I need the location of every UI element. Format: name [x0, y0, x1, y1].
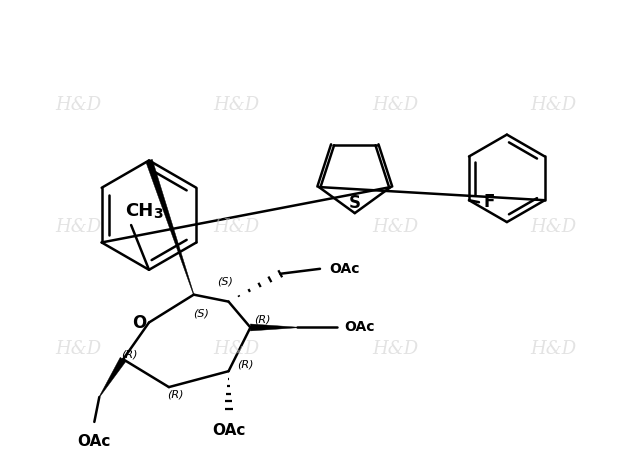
- Text: H&D: H&D: [531, 340, 577, 358]
- Text: (R): (R): [168, 389, 184, 399]
- Text: (R): (R): [237, 359, 254, 369]
- Text: (R): (R): [121, 349, 137, 359]
- Text: H&D: H&D: [372, 218, 418, 236]
- Text: (R): (R): [254, 314, 271, 325]
- Text: OAc: OAc: [345, 320, 375, 335]
- Text: H&D: H&D: [531, 96, 577, 114]
- Text: S: S: [349, 194, 360, 212]
- Text: 3: 3: [153, 207, 163, 221]
- Text: H&D: H&D: [55, 218, 101, 236]
- Text: H&D: H&D: [372, 340, 418, 358]
- Text: H&D: H&D: [372, 96, 418, 114]
- Text: F: F: [483, 193, 494, 211]
- Text: OAc: OAc: [330, 262, 360, 276]
- Text: O: O: [132, 314, 146, 332]
- Text: (S): (S): [193, 309, 209, 319]
- Text: H&D: H&D: [214, 340, 260, 358]
- Polygon shape: [250, 324, 297, 331]
- Text: OAc: OAc: [212, 423, 245, 438]
- Text: OAc: OAc: [78, 434, 111, 449]
- Text: H&D: H&D: [55, 96, 101, 114]
- Text: CH: CH: [125, 202, 153, 220]
- Text: (S): (S): [218, 277, 234, 287]
- Text: H&D: H&D: [214, 96, 260, 114]
- Polygon shape: [145, 160, 194, 295]
- Text: H&D: H&D: [214, 218, 260, 236]
- Text: H&D: H&D: [531, 218, 577, 236]
- Text: H&D: H&D: [55, 340, 101, 358]
- Polygon shape: [99, 357, 126, 397]
